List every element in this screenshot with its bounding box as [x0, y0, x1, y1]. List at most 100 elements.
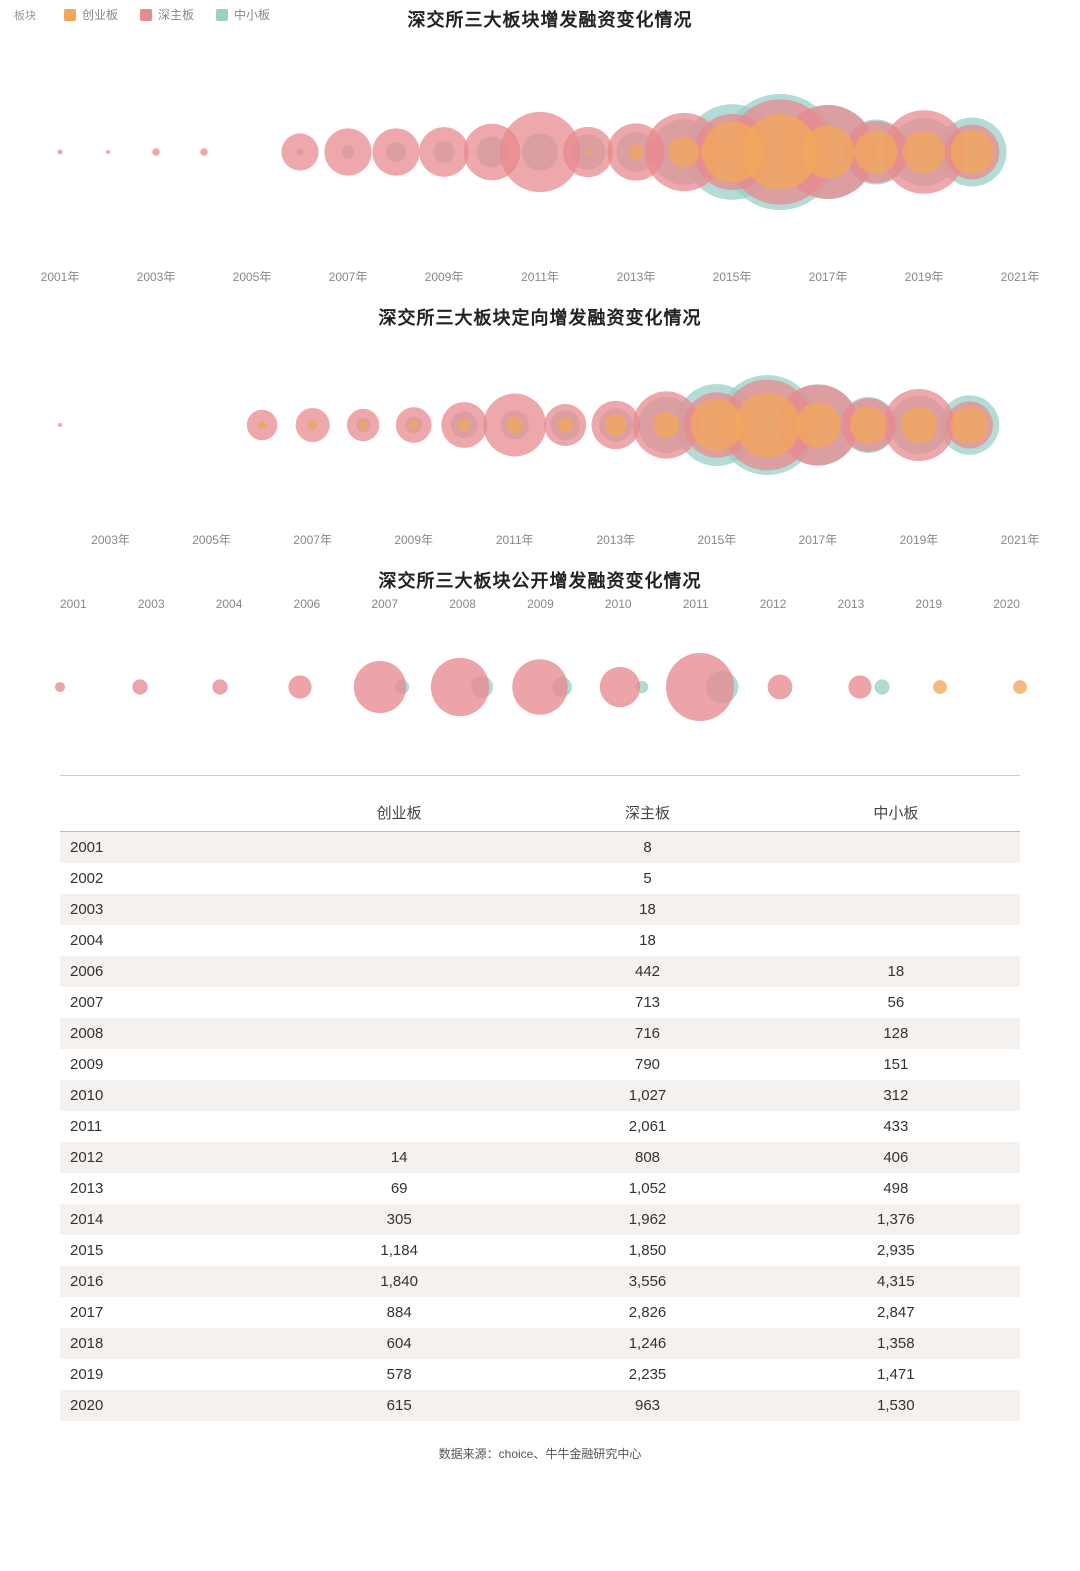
- table-cell: 14: [275, 1142, 523, 1173]
- table-cell: 18: [523, 894, 771, 925]
- bubble-chuangye-2011: [506, 417, 523, 434]
- table-cell: 2009: [60, 1049, 275, 1080]
- table-cell: 312: [772, 1080, 1020, 1111]
- table-row: 20195782,2351,471: [60, 1359, 1020, 1390]
- axis-tick: 2007年: [293, 533, 332, 547]
- bubble-chuangye-2014: [669, 137, 700, 168]
- table-cell: 433: [772, 1111, 1020, 1142]
- axis-tick: 2003年: [137, 270, 176, 284]
- axis-tick: 2003年: [91, 533, 130, 547]
- table-col-1: 创业板: [275, 794, 523, 832]
- axis-tick: 2011年: [521, 270, 559, 284]
- table-col-3: 中小板: [772, 794, 1020, 832]
- table-cell: [275, 1049, 523, 1080]
- axis-tick: 2001: [60, 597, 87, 611]
- table-cell: 1,471: [772, 1359, 1020, 1390]
- axis-tick: 2001年: [41, 270, 80, 284]
- bubble-chuangye-2014: [653, 412, 679, 438]
- table-cell: 69: [275, 1173, 523, 1204]
- axis-tick: 2009年: [394, 533, 433, 547]
- bubble-shenzhu-2006: [288, 675, 311, 698]
- table-cell: 498: [772, 1173, 1020, 1204]
- axis-tick: 2004: [216, 597, 243, 611]
- table-cell: 4,315: [772, 1266, 1020, 1297]
- table-row: 201214808406: [60, 1142, 1020, 1173]
- table-row: 20018: [60, 832, 1020, 864]
- bubble-chuangye-2017: [795, 402, 840, 447]
- table-cell: 2006: [60, 956, 275, 987]
- bubble-shenzhu-2001: [58, 150, 63, 155]
- axis-tick: 2019年: [900, 533, 939, 547]
- table-cell: 305: [275, 1204, 523, 1235]
- table-cell: 442: [523, 956, 771, 987]
- table-cell: 2,061: [523, 1111, 771, 1142]
- table-cell: 151: [772, 1049, 1020, 1080]
- table-cell: 2020: [60, 1390, 275, 1421]
- table-cell: 2,826: [523, 1297, 771, 1328]
- table-cell: 8: [523, 832, 771, 864]
- table-cell: 2015: [60, 1235, 275, 1266]
- axis-tick: 2013年: [617, 270, 656, 284]
- table-cell: [275, 956, 523, 987]
- table-cell: [275, 1111, 523, 1142]
- chart3-axis: 2001200320042006200720082009201020112012…: [0, 593, 1080, 611]
- bubble-shenzhu-2009: [419, 127, 469, 177]
- table-cell: 18: [772, 956, 1020, 987]
- table-col-2: 深主板: [523, 794, 771, 832]
- bubble-chuangye-2013: [605, 414, 627, 436]
- bubble-shenzhu-2002: [58, 423, 62, 427]
- table-cell: 1,027: [523, 1080, 771, 1111]
- table-cell: 808: [523, 1142, 771, 1173]
- bubble-shenzhu-2007: [354, 661, 406, 713]
- table-cell: 884: [275, 1297, 523, 1328]
- bubble-shenzhu-2004: [200, 148, 207, 155]
- bubble-chuangye-2017: [802, 126, 855, 179]
- bubble-chuangye-2013: [629, 145, 644, 160]
- axis-tick: 2005年: [192, 533, 231, 547]
- table-cell: 2007: [60, 987, 275, 1018]
- axis-tick: 2005年: [233, 270, 272, 284]
- table-cell: 2008: [60, 1018, 275, 1049]
- bubble-chuangye-2007: [308, 420, 318, 430]
- table-cell: [772, 894, 1020, 925]
- table-cell: 2013: [60, 1173, 275, 1204]
- table-cell: [772, 863, 1020, 894]
- axis-tick: 2007年: [329, 270, 368, 284]
- table-cell: 1,246: [523, 1328, 771, 1359]
- table-cell: 2,935: [772, 1235, 1020, 1266]
- bubble-shenzhu-2007: [324, 128, 371, 175]
- table-cell: 18: [523, 925, 771, 956]
- axis-tick: 2021年: [1001, 270, 1040, 284]
- axis-tick: 2011: [683, 597, 709, 611]
- bubble-shenzhu-2009: [512, 659, 567, 714]
- axis-tick: 2007: [371, 597, 398, 611]
- bubble-chuangye-2019: [901, 407, 937, 443]
- bubble-shenzhu-2001: [55, 682, 65, 692]
- table-cell: 790: [523, 1049, 771, 1080]
- bubble-chuangye-2012: [585, 149, 592, 156]
- bubble-zhongxiao-2013: [874, 679, 889, 694]
- table-cell: 5: [523, 863, 771, 894]
- axis-tick: 2010: [605, 597, 632, 611]
- table-cell: [275, 1080, 523, 1111]
- table-row: 2006 44218: [60, 956, 1020, 987]
- table-cell: 604: [275, 1328, 523, 1359]
- table-row: 20025: [60, 863, 1020, 894]
- chart2-svg: [0, 330, 1080, 525]
- table-cell: 2,847: [772, 1297, 1020, 1328]
- bubble-chuangye-2012: [558, 417, 573, 432]
- table-row: 2013691,052498: [60, 1173, 1020, 1204]
- table-header-row: 创业板深主板中小板: [60, 794, 1020, 832]
- bubble-chuangye-2020: [951, 406, 988, 443]
- data-source-footer: 数据来源：choice、牛牛金融研究中心: [0, 1445, 1080, 1462]
- bubble-shenzhu-2003: [132, 679, 147, 694]
- table-cell: 2003: [60, 894, 275, 925]
- axis-tick: 2003: [138, 597, 165, 611]
- axis-tick: 2006: [294, 597, 321, 611]
- bubble-shenzhu-2008: [372, 128, 419, 175]
- table-cell: 615: [275, 1390, 523, 1421]
- table-cell: 713: [523, 987, 771, 1018]
- table-row: 20178842,8262,847: [60, 1297, 1020, 1328]
- bubble-chuangye-2020: [1013, 680, 1027, 694]
- bubble-chuangye-2016: [735, 392, 800, 457]
